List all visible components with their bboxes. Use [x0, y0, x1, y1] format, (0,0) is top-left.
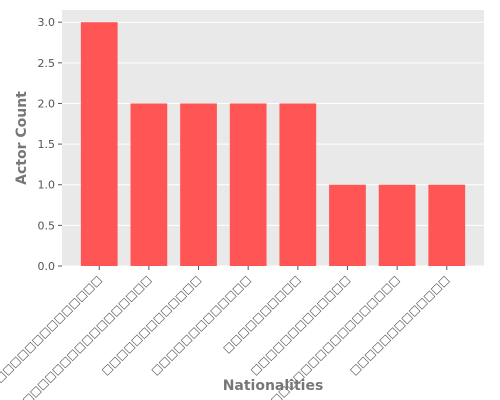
y-tick-label-3: 1.5: [38, 138, 56, 151]
y-tick-label-5: 2.5: [38, 57, 56, 70]
x-tick-label-3: □□□□□□□□□□□□□: [149, 273, 254, 378]
y-tick-label-2: 1.0: [38, 179, 56, 192]
bars: [80, 22, 466, 266]
bar-7: [428, 184, 466, 266]
y-tick-label-0: 0.0: [38, 260, 56, 273]
y-tick-labels: 0.0 0.5 1.0 1.5 2.0 2.5 3.0: [38, 16, 62, 273]
bar-5: [329, 184, 366, 266]
x-tick-label-5: □□□□□□□□□□□□□: [248, 273, 353, 378]
bar-6: [378, 184, 416, 266]
y-tick-label-4: 2.0: [38, 97, 56, 110]
y-axis-title: Actor Count: [14, 91, 30, 185]
x-tick-label-7: □□□□□□□□□□□□□: [347, 273, 452, 378]
plot-background: [62, 10, 484, 266]
y-tick-label-1: 0.5: [38, 219, 56, 232]
bar-1: [130, 103, 168, 266]
y-tick-label-6: 3.0: [38, 16, 56, 29]
bar-4: [279, 103, 317, 266]
bar-0: [80, 22, 118, 266]
bar-2: [180, 103, 217, 266]
bar-3: [229, 103, 267, 266]
x-axis-title: Nationalities: [223, 378, 324, 394]
x-tick-label-2: □□□□□□□□□□□□□: [99, 273, 204, 378]
